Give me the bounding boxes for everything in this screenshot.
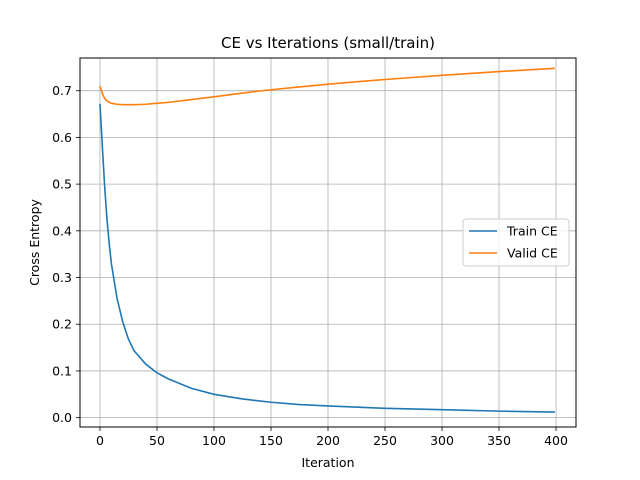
x-tick-label: 0: [96, 433, 104, 448]
x-tick-label: 350: [487, 433, 511, 448]
y-tick-label: 0.7: [52, 83, 72, 98]
y-tick-label: 0.3: [52, 270, 72, 285]
x-tick-label: 400: [544, 433, 568, 448]
y-tick-label: 0.6: [52, 130, 72, 145]
series-lines: [99, 67, 555, 413]
x-tick-label: 300: [430, 433, 454, 448]
x-axis-label: Iteration: [301, 455, 354, 470]
series-line-valid-ce: [99, 67, 555, 106]
legend-label: Valid CE: [507, 246, 558, 261]
y-tick-label: 0.1: [52, 363, 72, 378]
x-tick-label: 50: [149, 433, 165, 448]
x-tick-label: 100: [202, 433, 226, 448]
grid: [80, 58, 576, 427]
x-tick-label: 150: [259, 433, 283, 448]
y-tick-label: 0.4: [52, 223, 72, 238]
y-tick-label: 0.5: [52, 177, 72, 192]
x-tick-label: 250: [373, 433, 397, 448]
x-tick-label: 200: [316, 433, 340, 448]
chart-title: CE vs Iterations (small/train): [221, 34, 435, 52]
y-axis-label: Cross Entropy: [27, 198, 42, 285]
series-line-train-ce: [99, 103, 555, 413]
y-tick-label: 0.2: [52, 317, 72, 332]
axis-ticks: 0 50 100 150 200 250 300 350 400 0.0 0.1 0.2 0.3 0.4 0…: [52, 83, 568, 448]
legend: Train CE Valid CE: [462, 218, 570, 267]
legend-label: Train CE: [506, 224, 558, 239]
y-tick-label: 0.0: [52, 410, 72, 425]
